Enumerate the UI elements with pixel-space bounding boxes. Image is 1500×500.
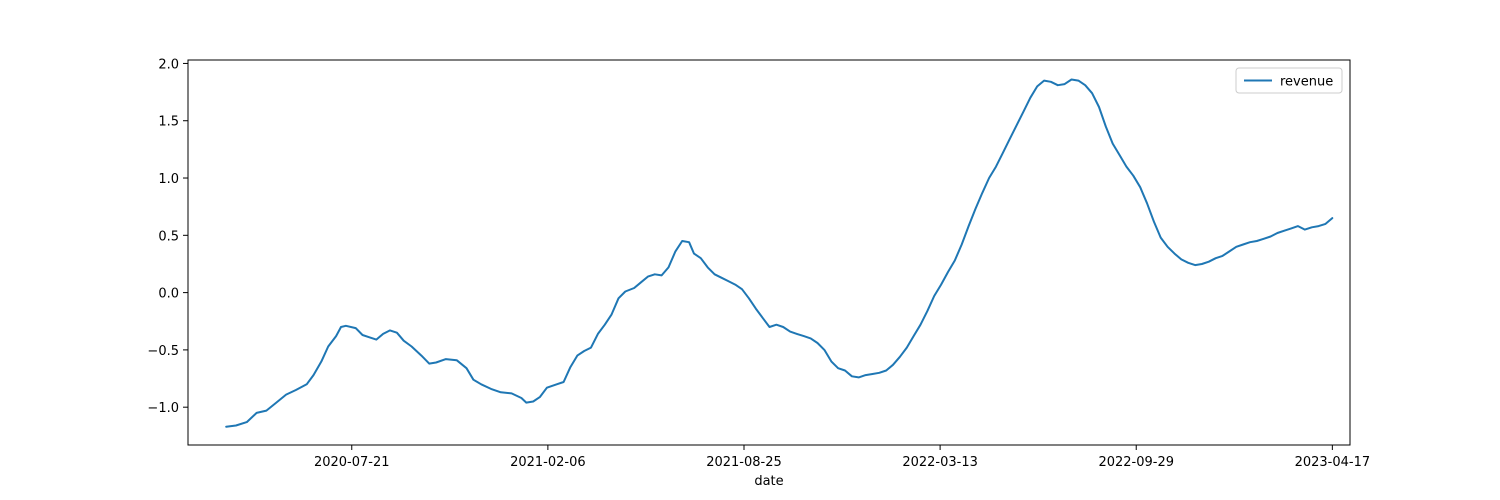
x-tick-label: 2023-04-17 — [1295, 455, 1371, 470]
x-tick-label: 2020-07-21 — [314, 455, 390, 470]
y-tick-label: 1.5 — [158, 115, 179, 130]
y-tick-label: 1.0 — [158, 172, 179, 187]
x-tick-label: 2022-09-29 — [1098, 455, 1174, 470]
legend: revenue — [1235, 67, 1343, 94]
y-tick-label: −0.5 — [147, 344, 179, 359]
legend-label: revenue — [1280, 75, 1333, 90]
x-axis-title: date — [754, 474, 783, 489]
x-tick-label: 2021-02-06 — [510, 455, 586, 470]
legend-box — [1235, 67, 1343, 94]
y-axis: −1.0 −0.5 0.0 0.5 1.0 1.5 2.0 — [147, 57, 188, 416]
y-tick-label: 0.5 — [158, 229, 179, 244]
series-layer — [225, 78, 1334, 428]
plot-area — [187, 59, 1351, 446]
x-tick-label: 2022-03-13 — [902, 455, 978, 470]
y-tick-label: 0.0 — [158, 287, 179, 302]
series-line-revenue — [225, 78, 1334, 428]
plot-frame — [187, 59, 1351, 446]
x-axis: 2020-07-21 2021-02-06 2021-08-25 2022-03-13… — [314, 445, 1370, 470]
y-tick-label: −1.0 — [147, 401, 179, 416]
x-tick-label: 2021-08-25 — [706, 455, 782, 470]
y-tick-label: 2.0 — [158, 57, 179, 72]
